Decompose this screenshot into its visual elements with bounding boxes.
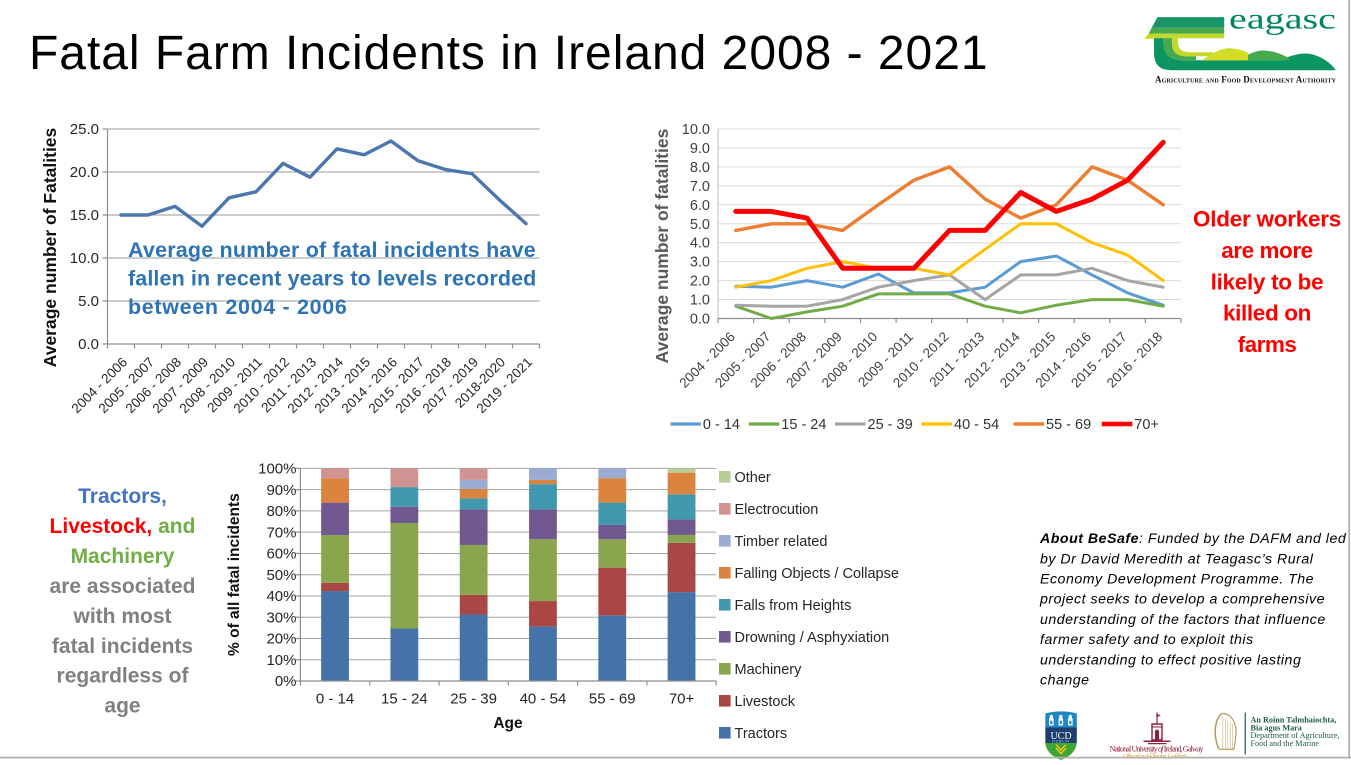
svg-text:Average number of Fatalities: Average number of Fatalities	[40, 127, 60, 367]
svg-text:70+: 70+	[669, 691, 695, 708]
svg-text:8.0: 8.0	[690, 160, 710, 176]
svg-text:Ollscoil na hÉireann, Gaillimh: Ollscoil na hÉireann, Gaillimh	[1123, 752, 1188, 760]
svg-text:DUBLIN: DUBLIN	[1052, 740, 1069, 744]
svg-text:by Dr David Meredith at Teagas: by Dr David Meredith at Teagasc’s Rural	[1040, 551, 1314, 567]
svg-text:10.0: 10.0	[682, 122, 710, 138]
svg-text:2.0: 2.0	[690, 274, 710, 290]
svg-text:60%: 60%	[266, 546, 296, 563]
svg-text:Food and the Marine: Food and the Marine	[1251, 739, 1320, 748]
svg-text:Livestock: Livestock	[735, 694, 796, 710]
svg-text:40 - 54: 40 - 54	[954, 417, 999, 433]
svg-text:7.0: 7.0	[690, 179, 710, 195]
svg-text:Fatal Farm Incidents in Irelan: Fatal Farm Incidents in Ireland 2008 - 2…	[29, 27, 989, 80]
svg-text:Electrocution: Electrocution	[735, 502, 819, 518]
svg-text:Drowning / Asphyxiation: Drowning / Asphyxiation	[735, 630, 890, 646]
svg-text:15.0: 15.0	[70, 207, 99, 224]
svg-text:are more: are more	[1221, 238, 1312, 263]
svg-text:project seeks to develop a com: project seeks to develop a comprehensive	[1039, 592, 1325, 608]
svg-text:National University of Ireland: National University of Ireland, Galway	[1110, 745, 1204, 754]
svg-text:5.0: 5.0	[690, 217, 710, 233]
svg-text:Timber related: Timber related	[735, 534, 828, 550]
svg-text:30%: 30%	[266, 609, 296, 626]
svg-text:Tractors: Tractors	[735, 726, 788, 742]
svg-text:with most: with most	[73, 605, 172, 628]
svg-text:0 - 14: 0 - 14	[316, 691, 354, 708]
svg-text:70+: 70+	[1134, 417, 1159, 433]
svg-text:killed on: killed on	[1223, 301, 1311, 326]
svg-text:15 - 24: 15 - 24	[781, 417, 826, 433]
svg-text:fallen in recent years to leve: fallen in recent years to levels recorde…	[128, 266, 536, 290]
svg-text:0%: 0%	[275, 673, 297, 690]
svg-text:regardless of: regardless of	[57, 665, 190, 688]
svg-text:0 - 14: 0 - 14	[703, 417, 740, 433]
svg-text:40%: 40%	[266, 588, 296, 605]
svg-text:eagasc: eagasc	[1229, 3, 1336, 36]
svg-text:4.0: 4.0	[690, 236, 710, 252]
svg-text:40 - 54: 40 - 54	[520, 691, 567, 708]
svg-text:UCD: UCD	[1050, 731, 1071, 742]
svg-text:Livestock, and: Livestock, and	[50, 515, 196, 538]
svg-text:55 - 69: 55 - 69	[1046, 417, 1091, 433]
svg-text:Average number of fatalities: Average number of fatalities	[652, 128, 672, 363]
svg-text:9.0: 9.0	[690, 141, 710, 157]
svg-text:Machinery: Machinery	[71, 545, 175, 568]
svg-text:70%: 70%	[266, 524, 296, 541]
svg-text:80%: 80%	[266, 503, 296, 520]
svg-text:Tractors,: Tractors,	[78, 485, 167, 508]
svg-text:1.0: 1.0	[690, 293, 710, 309]
svg-text:0.0: 0.0	[690, 312, 710, 328]
svg-text:between 2004 - 2006: between 2004 - 2006	[128, 295, 348, 319]
svg-text:An Roinn Talmhaíochta,: An Roinn Talmhaíochta,	[1251, 716, 1337, 725]
svg-text:Other: Other	[735, 470, 771, 486]
svg-text:change: change	[1040, 673, 1090, 689]
svg-text:Older workers: Older workers	[1193, 207, 1341, 232]
svg-text:are associated: are associated	[50, 575, 196, 598]
svg-text:understanding of the factors t: understanding of the factors that influe…	[1040, 612, 1326, 628]
svg-text:likely to be: likely to be	[1211, 269, 1324, 294]
svg-text:Bia agus Mara: Bia agus Mara	[1251, 723, 1302, 732]
svg-text:Agriculture and Food Developme: Agriculture and Food Development Authori…	[1155, 75, 1337, 85]
svg-text:15 - 24: 15 - 24	[381, 691, 428, 708]
svg-text:understanding to effect positi: understanding to effect positive lasting	[1040, 652, 1301, 668]
svg-text:farmer safety and to exploit t: farmer safety and to exploit this	[1040, 632, 1254, 648]
svg-text:3.0: 3.0	[690, 255, 710, 271]
svg-text:Falls from Heights: Falls from Heights	[735, 598, 852, 614]
svg-text:% of all fatal incidents: % of all fatal incidents	[226, 493, 243, 656]
svg-text:Age: Age	[493, 715, 523, 732]
svg-text:20%: 20%	[266, 631, 296, 648]
svg-text:About BeSafe: Funded by the DA: About BeSafe: Funded by the DAFM and led	[1039, 531, 1347, 547]
svg-text:50%: 50%	[266, 567, 296, 584]
svg-text:Economy Development Programme.: Economy Development Programme. The	[1040, 572, 1314, 588]
svg-text:25.0: 25.0	[70, 121, 99, 138]
svg-text:Falling Objects / Collapse: Falling Objects / Collapse	[735, 566, 899, 582]
svg-text:100%: 100%	[258, 461, 296, 478]
svg-text:25 - 39: 25 - 39	[450, 691, 497, 708]
svg-text:Machinery: Machinery	[735, 662, 803, 678]
svg-text:10.0: 10.0	[70, 250, 99, 267]
svg-text:age: age	[104, 695, 140, 718]
svg-text:fatal incidents: fatal incidents	[52, 635, 193, 658]
svg-text:10%: 10%	[266, 652, 296, 669]
svg-text:55 - 69: 55 - 69	[589, 691, 636, 708]
svg-text:0.0: 0.0	[78, 336, 99, 353]
svg-text:farms: farms	[1238, 332, 1297, 357]
svg-text:20.0: 20.0	[70, 164, 99, 181]
svg-text:5.0: 5.0	[78, 293, 99, 310]
svg-text:Department of Agriculture,: Department of Agriculture,	[1251, 731, 1340, 740]
svg-text:Average number of fatal incide: Average number of fatal incidents have	[128, 238, 536, 262]
svg-text:6.0: 6.0	[690, 198, 710, 214]
svg-text:90%: 90%	[266, 482, 296, 499]
svg-text:25 - 39: 25 - 39	[868, 417, 913, 433]
